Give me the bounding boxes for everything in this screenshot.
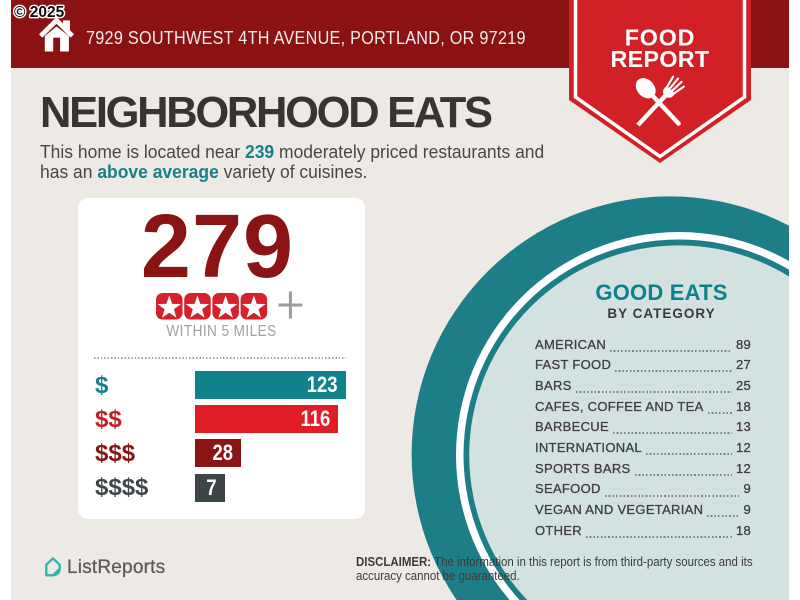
svg-text:REPORT: REPORT [611,46,710,72]
svg-text:© 2025: © 2025 [14,4,65,21]
svg-text:FOOD: FOOD [625,25,696,51]
